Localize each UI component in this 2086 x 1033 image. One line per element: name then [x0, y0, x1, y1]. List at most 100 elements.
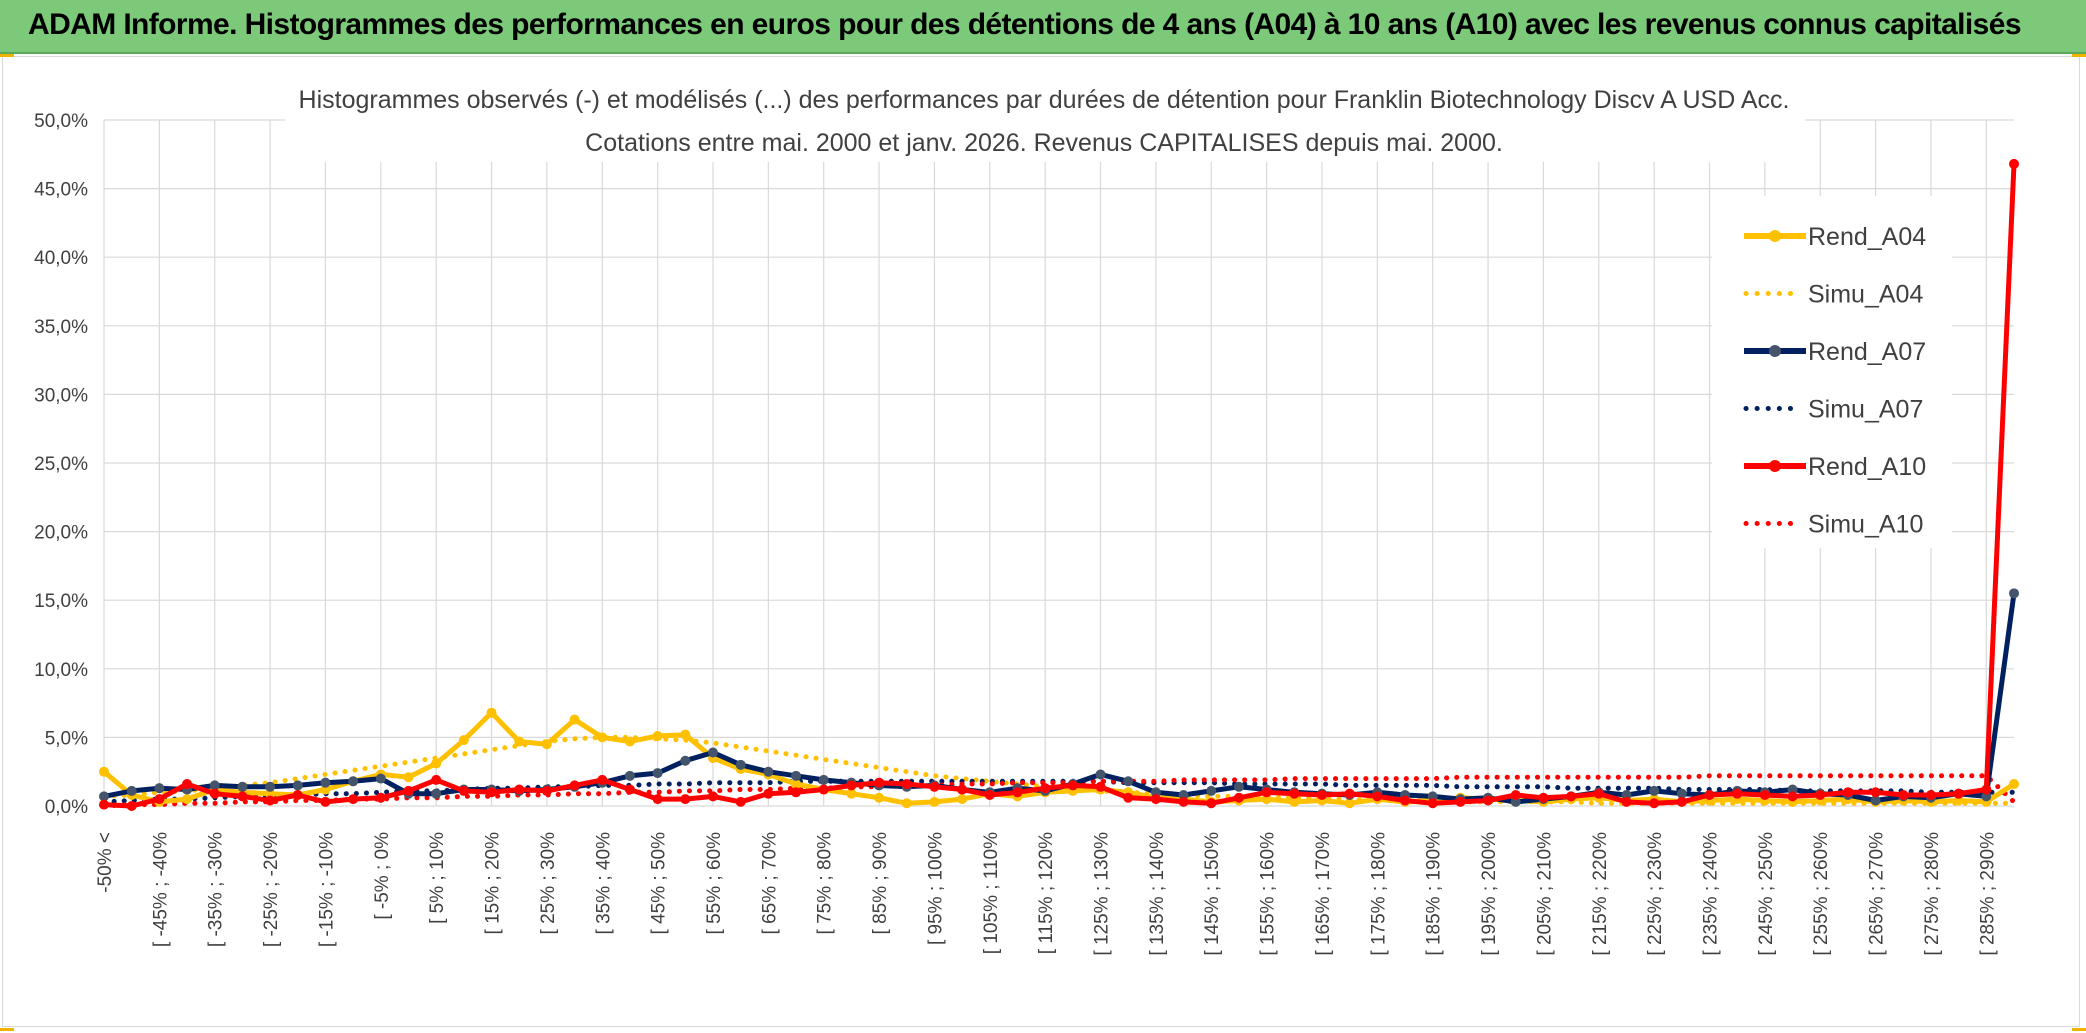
data-point-Rend_A04 [2009, 779, 2019, 790]
data-point-Rend_A04 [486, 707, 497, 718]
x-tick-label: [ 235% ; 240% [1701, 832, 1722, 956]
data-point-Rend_A10 [1676, 796, 1687, 807]
data-point-Rend_A07 [1787, 784, 1798, 795]
y-tick-label: 10,0% [34, 660, 88, 681]
data-point-Rend_A10 [1566, 791, 1577, 802]
data-point-Rend_A10 [541, 785, 552, 796]
data-point-Rend_A07 [1178, 790, 1189, 801]
x-tick-label: [ -45% ; -40% [150, 832, 171, 947]
data-point-Rend_A07 [1621, 790, 1632, 801]
data-point-Rend_A10 [735, 796, 746, 807]
data-point-Rend_A07 [1233, 781, 1244, 792]
corner-mark-bottom-left [0, 1028, 14, 1031]
x-tick-label: [ 185% ; 190% [1424, 832, 1445, 956]
x-tick-label: [ 75% ; 80% [815, 832, 836, 935]
data-point-Rend_A04 [901, 798, 912, 809]
data-point-Rend_A07 [126, 785, 137, 796]
data-point-Rend_A04 [929, 796, 940, 807]
banner-title: ADAM Informe. Histogrammes des performan… [28, 8, 2022, 41]
data-point-Rend_A04 [541, 739, 552, 750]
data-point-Rend_A04 [514, 736, 525, 747]
x-tick-label: [ 5% ; 10% [427, 832, 448, 924]
x-tick-label: [ 205% ; 210% [1534, 832, 1555, 956]
data-point-Rend_A10 [1787, 791, 1798, 802]
data-point-Rend_A04 [458, 735, 469, 746]
data-point-Rend_A10 [320, 796, 331, 807]
data-point-Rend_A07 [2009, 588, 2019, 599]
data-point-Rend_A10 [292, 790, 303, 801]
data-point-Rend_A04 [403, 772, 414, 783]
data-point-Rend_A10 [1704, 790, 1715, 801]
data-point-Rend_A10 [1953, 788, 1964, 799]
data-point-Rend_A10 [1095, 781, 1106, 792]
data-point-Rend_A04 [652, 731, 663, 742]
data-point-Rend_A07 [1095, 769, 1106, 780]
data-point-Rend_A10 [1649, 798, 1660, 809]
data-point-Rend_A10 [818, 784, 829, 795]
data-point-Rend_A10 [1925, 790, 1936, 801]
data-point-Rend_A10 [486, 787, 497, 798]
legend: Rend_A04 Simu_A04 Rend_A07 Simu_A07 Rend_A10… [1743, 223, 1926, 539]
data-point-Rend_A07 [1676, 788, 1687, 799]
x-tick-label: [ 255% ; 260% [1811, 832, 1832, 956]
data-point-Rend_A10 [569, 780, 580, 791]
y-tick-label: 20,0% [34, 523, 88, 544]
corner-mark-top-left [0, 54, 14, 57]
data-point-Rend_A10 [1898, 790, 1909, 801]
data-point-Rend_A07 [791, 770, 802, 781]
data-point-Rend_A07 [652, 768, 663, 779]
x-tick-label: [ -5% ; 0% [372, 832, 393, 920]
data-point-Rend_A07 [348, 776, 359, 787]
y-tick-label: 30,0% [34, 385, 88, 406]
data-point-Rend_A10 [2009, 158, 2019, 169]
data-point-Rend_A10 [1344, 788, 1355, 799]
data-point-Rend_A10 [929, 781, 940, 792]
data-point-Rend_A10 [1842, 787, 1853, 798]
data-point-Rend_A04 [846, 788, 857, 799]
data-point-Rend_A07 [320, 777, 331, 788]
data-point-Rend_A07 [624, 770, 635, 781]
x-tick-label: [ -25% ; -20% [261, 832, 282, 947]
data-point-Rend_A07 [1981, 791, 1992, 802]
x-tick-label: [ 275% ; 280% [1922, 832, 1943, 956]
chart-frame [2, 56, 2080, 1027]
data-point-Rend_A10 [791, 787, 802, 798]
data-point-Rend_A10 [1593, 788, 1604, 799]
x-tick-label: [ 285% ; 290% [1977, 832, 1998, 956]
data-point-Rend_A04 [320, 784, 331, 795]
data-point-Rend_A10 [846, 780, 857, 791]
y-tick-label: 15,0% [34, 591, 88, 612]
data-point-Rend_A10 [209, 788, 220, 799]
legend-label: Simu_A04 [1808, 281, 1923, 309]
data-point-Rend_A07 [1123, 776, 1134, 787]
legend-background [1712, 196, 1952, 548]
data-point-Rend_A07 [680, 755, 691, 766]
data-point-Rend_A10 [1040, 783, 1051, 794]
data-point-Rend_A10 [1233, 792, 1244, 803]
data-point-Rend_A10 [1815, 790, 1826, 801]
series-layer [99, 158, 2019, 811]
data-point-Rend_A04 [680, 729, 691, 740]
x-tick-label: [ 225% ; 230% [1645, 832, 1666, 956]
data-point-Rend_A07 [209, 780, 220, 791]
legend-label: Simu_A07 [1808, 396, 1923, 424]
x-tick-label: [ -15% ; -10% [316, 832, 337, 947]
data-point-Rend_A10 [1732, 788, 1743, 799]
data-point-Rend_A07 [1870, 795, 1881, 806]
data-point-Rend_A04 [1261, 794, 1272, 805]
data-point-Rend_A04 [265, 788, 276, 799]
data-point-Rend_A07 [1206, 785, 1217, 796]
series-line-Rend_A07 [103, 592, 2017, 805]
data-point-Rend_A10 [126, 801, 137, 811]
legend-label: Rend_A04 [1808, 223, 1926, 251]
x-tick-label: [ 125% ; 130% [1092, 832, 1113, 956]
legend-label: Simu_A10 [1808, 511, 1923, 539]
y-tick-label: 45,0% [34, 180, 88, 201]
legend-marker [1769, 460, 1781, 472]
data-point-Rend_A10 [403, 785, 414, 796]
data-point-Rend_A04 [597, 732, 608, 743]
data-point-Rend_A04 [431, 758, 442, 769]
data-point-Rend_A07 [735, 759, 746, 770]
x-tick-label: [ -35% ; -30% [206, 832, 227, 947]
